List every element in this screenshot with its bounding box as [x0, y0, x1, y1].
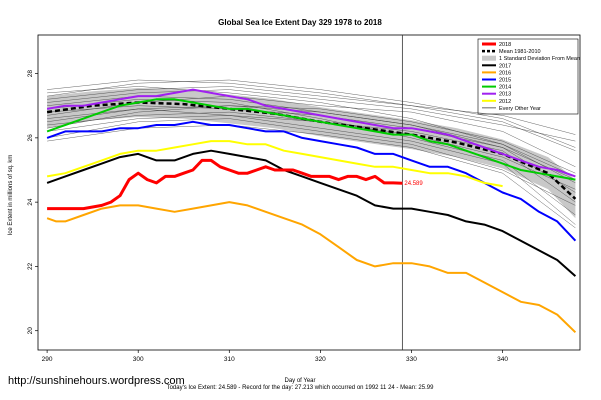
- legend-label: 2018: [499, 42, 511, 48]
- y-axis-label: Ice Extent in millions of sq. km: [8, 155, 14, 236]
- chart-title: Global Sea Ice Extent Day 329 1978 to 20…: [218, 18, 382, 27]
- series-line-2013: [46, 88, 576, 178]
- x-tick-label: 310: [224, 356, 235, 363]
- other-year-line: [47, 86, 576, 151]
- y-tick-label: 20: [27, 327, 34, 335]
- y-tick-label: 24: [27, 198, 34, 206]
- other-year-line: [47, 89, 576, 142]
- other-year-line: [47, 79, 576, 148]
- x-tick-label: 290: [42, 356, 53, 363]
- legend-label: 2014: [499, 85, 511, 91]
- x-tick-label: 300: [133, 356, 144, 363]
- x-axis-label: Day of Year: [284, 378, 315, 384]
- legend-label: 1 Standard Deviation From Mean: [499, 56, 580, 62]
- other-year-line: [47, 105, 576, 177]
- legend-swatch: [482, 55, 496, 61]
- series-line-2014: [46, 98, 576, 181]
- series-line-2012: [46, 140, 503, 188]
- y-tick-label: 28: [27, 70, 34, 78]
- series-line-2017: [46, 149, 577, 277]
- legend-label: 2016: [499, 70, 511, 76]
- current-value-label: 24.589: [404, 181, 423, 187]
- legend-label: Every Other Year: [499, 106, 541, 112]
- legend-label: 2012: [499, 99, 511, 105]
- other-year-line: [47, 118, 576, 206]
- legend-label: Mean 1981-2010: [499, 49, 541, 55]
- series-line-2015: [46, 120, 577, 242]
- y-tick-label: 22: [27, 262, 34, 270]
- series-line-2018: [47, 158, 403, 211]
- watermark-url: http://sunshinehours.wordpress.com: [8, 375, 185, 387]
- legend-label: 2015: [499, 78, 511, 84]
- x-tick-label: 340: [497, 356, 508, 363]
- x-tick-label: 320: [315, 356, 326, 363]
- legend-label: 2013: [499, 92, 511, 98]
- x-tick-label: 330: [406, 356, 417, 363]
- other-year-line: [47, 79, 576, 135]
- legend-label: 2017: [499, 63, 511, 69]
- y-tick-label: 26: [27, 134, 34, 142]
- other-year-line: [47, 99, 576, 216]
- footnote: Today's Ice Extent: 24.589 - Record for …: [167, 385, 435, 391]
- series-line-2016: [46, 201, 577, 334]
